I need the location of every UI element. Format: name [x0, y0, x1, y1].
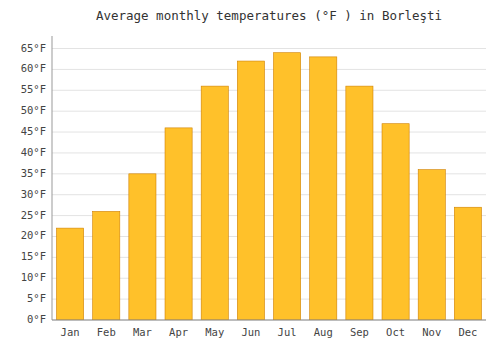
y-tick-label: 65°F — [21, 42, 46, 54]
bar — [57, 228, 84, 320]
bar — [346, 86, 373, 320]
bar — [454, 207, 481, 320]
x-tick-label: Oct — [386, 326, 405, 338]
x-tick-label: Feb — [97, 326, 116, 338]
y-tick-label: 15°F — [21, 250, 46, 262]
chart-container: 0°F 5°F 10°F 15°F 20°F 25°F 30°F 35°F 40°F 45°F 50… — [0, 0, 500, 350]
x-tick-label: Mar — [133, 326, 152, 338]
x-tick-label: Apr — [169, 326, 188, 338]
bar — [237, 61, 264, 320]
x-axis-line — [52, 320, 486, 321]
grid-line — [52, 111, 486, 112]
x-tick-label: Dec — [458, 326, 477, 338]
x-tick-label: Jun — [241, 326, 260, 338]
y-tick-label: 45°F — [21, 125, 46, 137]
y-tick-label: 35°F — [21, 167, 46, 179]
x-tick-label: Nov — [422, 326, 441, 338]
x-tick-label: Sep — [350, 326, 369, 338]
chart-title: Average monthly temperatures (°F ) in Bo… — [96, 8, 442, 23]
grid — [52, 49, 486, 320]
grid-line — [52, 320, 486, 321]
y-tick-label: 25°F — [21, 209, 46, 221]
x-tick-label: May — [205, 326, 224, 338]
y-tick-label: 55°F — [21, 83, 46, 95]
chart-svg: 0°F 5°F 10°F 15°F 20°F 25°F 30°F 35°F 40°F 45°F 50… — [0, 0, 500, 350]
bar — [165, 128, 192, 320]
x-tick-label: Jul — [278, 326, 297, 338]
y-tick-label: 5°F — [27, 292, 46, 304]
bar — [201, 86, 228, 320]
y-tick-label: 20°F — [21, 229, 46, 241]
grid-line — [52, 132, 486, 133]
bars — [57, 53, 482, 320]
x-tick-label: Jan — [61, 326, 80, 338]
y-tick-label: 10°F — [21, 271, 46, 283]
y-axis-line — [52, 36, 53, 320]
grid-line — [52, 69, 486, 70]
grid-line — [52, 48, 486, 49]
y-ticks: 0°F 5°F 10°F 15°F 20°F 25°F 30°F 35°F 40°F 45°F 50… — [21, 42, 46, 325]
bar — [93, 211, 120, 320]
bar — [274, 53, 301, 320]
y-tick-label: 60°F — [21, 62, 46, 74]
bar — [382, 124, 409, 320]
y-tick-label: 40°F — [21, 146, 46, 158]
bar — [418, 170, 445, 320]
x-ticks: Jan Feb Mar Apr May Jun Jul Aug Sep Oct Nov Dec — [61, 326, 478, 338]
grid-line — [52, 90, 486, 91]
bar — [310, 57, 337, 320]
grid-line — [52, 152, 486, 153]
y-tick-label: 50°F — [21, 104, 46, 116]
y-tick-label: 0°F — [27, 313, 46, 325]
bar — [129, 174, 156, 320]
x-tick-label: Aug — [314, 326, 333, 338]
y-tick-label: 30°F — [21, 188, 46, 200]
